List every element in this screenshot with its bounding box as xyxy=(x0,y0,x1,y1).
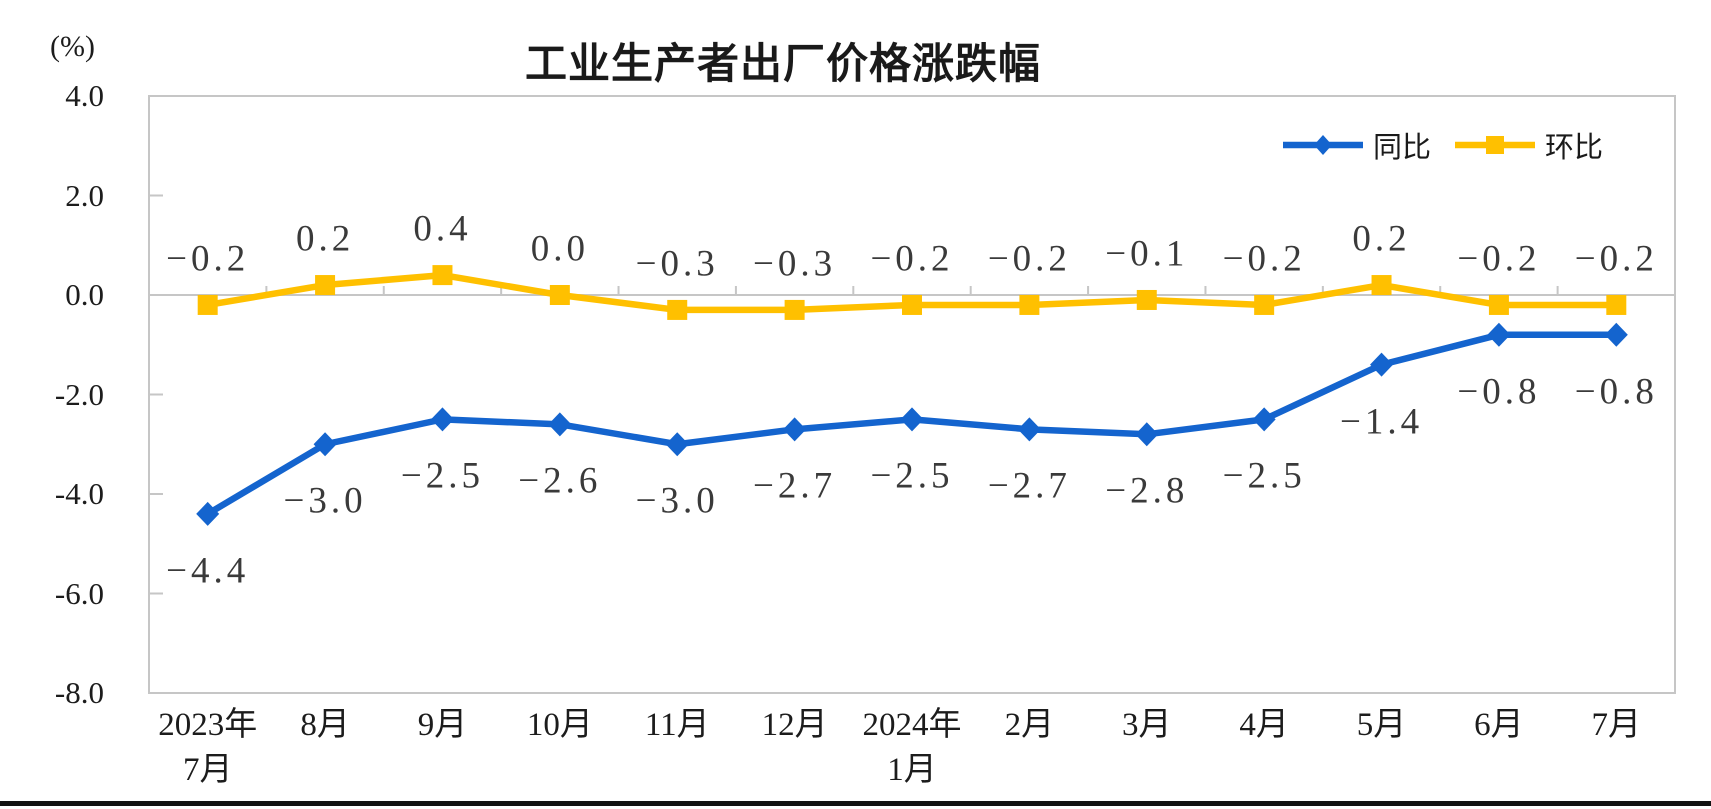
data-point-marker-yoy xyxy=(665,432,689,457)
data-label-mom: 0.4 xyxy=(413,208,472,250)
data-point-marker-mom xyxy=(902,294,922,315)
legend-label-mom: 环比 xyxy=(1545,132,1604,164)
data-label-mom: −0.2 xyxy=(870,238,954,280)
data-point-marker-yoy xyxy=(1017,417,1041,442)
y-axis-tick-label: -4.0 xyxy=(54,476,104,511)
x-axis-category-label: 2023年 7月 xyxy=(158,707,258,788)
data-label-yoy: −0.8 xyxy=(1574,371,1658,413)
data-label-mom: −0.3 xyxy=(753,243,837,285)
data-label-mom: −0.2 xyxy=(1457,238,1541,280)
data-label-mom: −0.2 xyxy=(166,238,250,280)
data-point-marker-yoy xyxy=(196,501,220,526)
data-label-yoy: −1.4 xyxy=(1339,401,1424,443)
data-point-marker-yoy xyxy=(1252,407,1276,432)
data-label-mom: −0.2 xyxy=(1222,238,1306,280)
data-point-marker-mom xyxy=(1254,294,1275,315)
data-point-marker-mom xyxy=(1488,294,1509,315)
y-axis-tick-label: 4.0 xyxy=(65,78,104,113)
legend-marker-square xyxy=(1486,136,1504,154)
y-axis-unit-label: (%) xyxy=(50,30,95,63)
x-axis-category-label: 4月 xyxy=(1239,707,1289,743)
data-point-marker-yoy xyxy=(1370,352,1394,377)
data-label-mom: 0.0 xyxy=(530,228,589,270)
data-point-marker-mom xyxy=(1136,289,1157,310)
data-label-mom: 0.2 xyxy=(295,218,355,260)
data-point-marker-mom xyxy=(1019,294,1040,315)
x-axis-category-label: 10月 xyxy=(526,707,593,743)
data-point-marker-yoy xyxy=(783,417,807,442)
data-label-yoy: −0.8 xyxy=(1457,371,1541,413)
data-label-yoy: −3.0 xyxy=(283,480,367,522)
data-point-marker-yoy xyxy=(900,407,924,432)
data-point-marker-yoy xyxy=(1135,422,1159,447)
y-axis-tick-label: 2.0 xyxy=(65,177,104,213)
data-label-yoy: −2.6 xyxy=(518,460,602,502)
x-axis-category-label: 5月 xyxy=(1356,707,1407,743)
x-axis-category-label: 7月 xyxy=(1591,707,1642,743)
legend-label-yoy: 同比 xyxy=(1373,132,1432,164)
data-point-marker-mom xyxy=(1371,275,1392,296)
data-point-marker-mom xyxy=(197,294,218,315)
y-axis-tick-label: -6.0 xyxy=(54,575,104,611)
x-axis-category-label: 8月 xyxy=(300,707,350,743)
legend-line-square-icon xyxy=(1455,136,1535,154)
data-point-marker-mom xyxy=(432,265,453,286)
y-axis-tick-label: -8.0 xyxy=(54,675,104,710)
page-bottom-rule xyxy=(0,801,1711,806)
x-axis-category-label: 3月 xyxy=(1122,707,1172,743)
plot-border xyxy=(148,95,1676,694)
x-axis-category-label: 2月 xyxy=(1004,707,1055,743)
data-label-mom: −0.2 xyxy=(1574,238,1658,280)
data-label-mom: −0.1 xyxy=(1105,233,1189,275)
data-point-marker-yoy xyxy=(1487,322,1511,347)
y-axis-tick-label: 0.0 xyxy=(65,277,104,312)
x-axis-category-label: 11月 xyxy=(644,707,710,743)
data-label-yoy: −4.4 xyxy=(166,550,250,592)
x-axis-category-label: 6月 xyxy=(1474,707,1524,743)
legend-line-diamond-icon xyxy=(1283,135,1363,155)
data-point-marker-mom xyxy=(315,275,336,296)
legend-item-yoy: 同比 xyxy=(1281,129,1431,164)
data-point-marker-mom xyxy=(784,299,805,320)
data-label-yoy: −3.0 xyxy=(635,480,719,522)
data-label-yoy: −2.5 xyxy=(400,455,485,497)
x-axis-category-label: 9月 xyxy=(417,707,468,743)
legend-marker-diamond xyxy=(1314,135,1332,155)
data-label-yoy: −2.7 xyxy=(753,465,837,507)
data-point-marker-mom xyxy=(1606,294,1627,315)
y-axis-tick-label: -2.0 xyxy=(54,376,104,412)
data-label-yoy: −2.5 xyxy=(870,455,954,497)
data-point-marker-yoy xyxy=(1604,322,1628,347)
data-label-yoy: −2.8 xyxy=(1105,470,1189,512)
data-label-mom: −0.3 xyxy=(635,243,719,285)
data-point-marker-yoy xyxy=(548,412,572,437)
legend-item-mom: 环比 xyxy=(1453,129,1603,164)
data-label-mom: 0.2 xyxy=(1352,218,1411,260)
data-point-marker-yoy xyxy=(430,407,454,432)
x-axis-category-label: 12月 xyxy=(761,707,828,743)
data-point-marker-yoy xyxy=(313,432,337,457)
x-axis-category-label: 2024年 1月 xyxy=(862,707,962,788)
data-point-marker-mom xyxy=(549,285,570,305)
data-label-yoy: −2.5 xyxy=(1222,455,1306,497)
data-label-yoy: −2.7 xyxy=(987,465,1071,507)
data-point-marker-mom xyxy=(667,299,688,320)
chart-title: 工业生产者出厂价格涨跌幅 xyxy=(524,40,1042,87)
data-label-mom: −0.2 xyxy=(987,238,1071,280)
